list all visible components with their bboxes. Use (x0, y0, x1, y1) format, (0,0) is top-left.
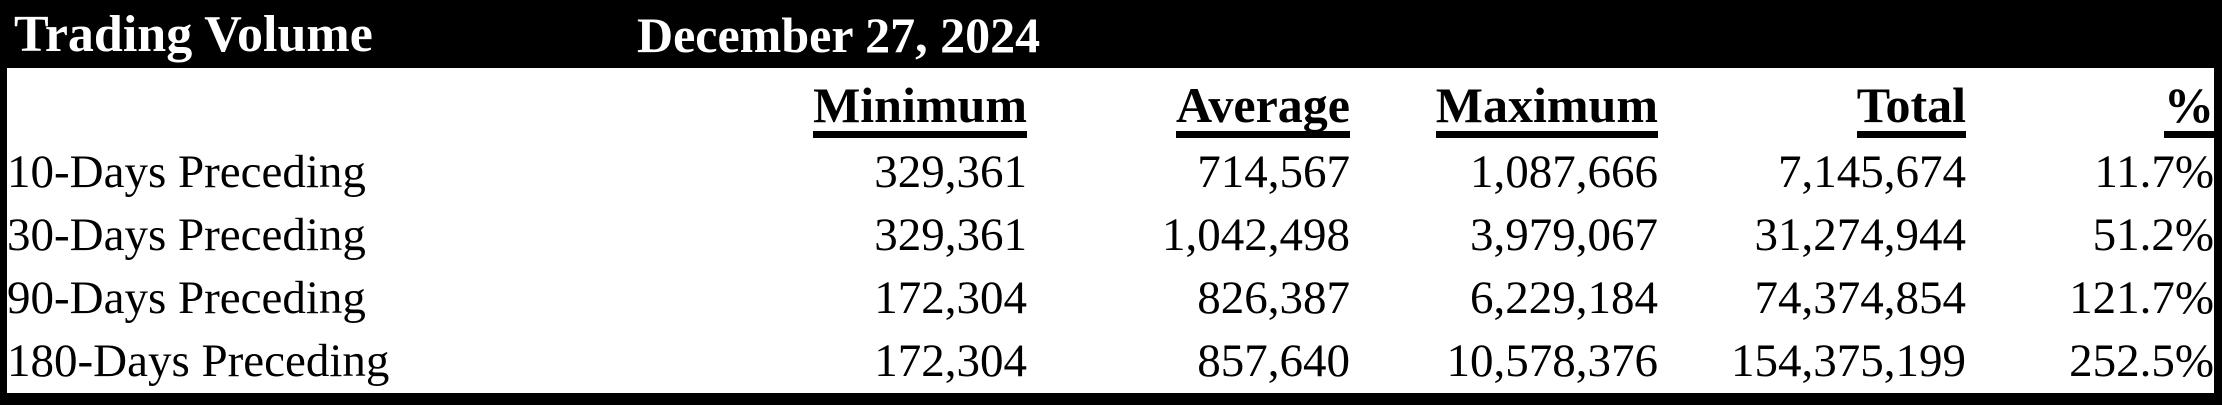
panel-date: December 27, 2024 (637, 7, 1041, 63)
cell-total: 31,274,944 (1754, 209, 1967, 261)
row-label: 30-Days Preceding (7, 209, 366, 261)
table-row: 90-Days Preceding 172,304 826,387 6,229,… (7, 267, 2214, 330)
table-row: 10-Days Preceding 329,361 714,567 1,087,… (7, 140, 2214, 203)
cell-total: 74,374,854 (1754, 272, 1967, 325)
col-header-maximum: Maximum (1350, 68, 1658, 140)
cell-average: 714,567 (1197, 145, 1350, 198)
volume-table-container: Minimum Average Maximum Total % 10-Days … (0, 68, 2222, 405)
col-header-average: Average (1027, 68, 1350, 140)
title-bar: Trading Volume December 27, 2024 (0, 0, 2222, 68)
cell-total: 154,375,199 (1731, 335, 1966, 388)
row-label: 10-Days Preceding (7, 145, 366, 198)
cell-maximum: 10,578,376 (1446, 335, 1659, 388)
cell-maximum: 1,087,666 (1470, 145, 1658, 198)
cell-minimum: 329,361 (874, 209, 1027, 261)
row-label: 180-Days Preceding (7, 335, 390, 388)
col-header-minimum: Minimum (572, 68, 1027, 140)
panel-title: Trading Volume (14, 6, 373, 63)
cell-percent: 11.7% (2094, 145, 2214, 198)
cell-minimum: 172,304 (874, 272, 1027, 325)
row-label: 90-Days Preceding (7, 272, 366, 325)
table-row: 180-Days Preceding 172,304 857,640 10,57… (7, 330, 2214, 393)
col-header-percent: % (1966, 68, 2214, 140)
cell-percent: 121.7% (2069, 272, 2214, 325)
col-header-blank (7, 68, 572, 140)
col-header-total: Total (1658, 68, 1966, 140)
cell-average: 857,640 (1197, 335, 1350, 388)
table-row: 30-Days Preceding 329,361 1,042,498 3,97… (7, 203, 2214, 266)
volume-table: Minimum Average Maximum Total % 10-Days … (7, 68, 2214, 393)
cell-total: 7,145,674 (1778, 145, 1966, 198)
cell-percent: 252.5% (2069, 335, 2214, 388)
cell-minimum: 172,304 (874, 335, 1027, 388)
cell-maximum: 6,229,184 (1470, 272, 1658, 325)
cell-average: 1,042,498 (1162, 209, 1350, 261)
column-header-row: Minimum Average Maximum Total % (7, 68, 2214, 140)
cell-maximum: 3,979,067 (1470, 209, 1658, 261)
cell-minimum: 329,361 (874, 145, 1027, 198)
cell-average: 826,387 (1197, 272, 1350, 325)
cell-percent: 51.2% (2092, 209, 2214, 261)
